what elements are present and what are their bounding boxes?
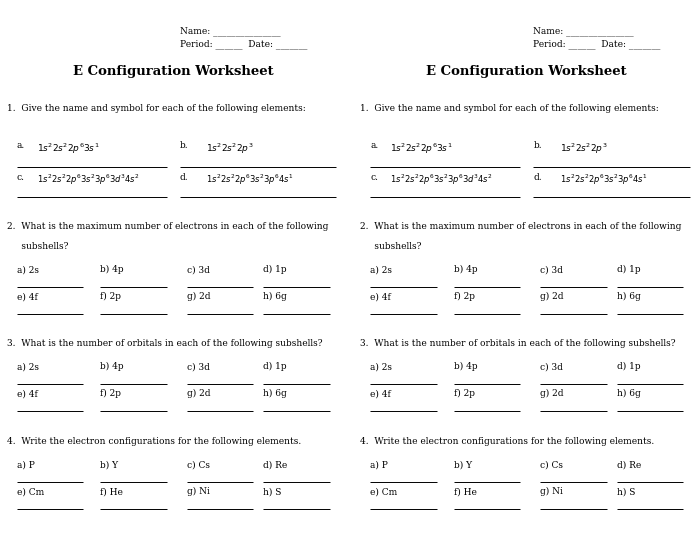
Text: a.: a. xyxy=(370,141,379,151)
Text: h) 6g: h) 6g xyxy=(617,389,641,399)
Text: b) 4p: b) 4p xyxy=(100,362,124,372)
Text: h) 6g: h) 6g xyxy=(263,389,287,399)
Text: d) Re: d) Re xyxy=(263,460,287,469)
Text: f) 2p: f) 2p xyxy=(454,389,475,399)
Text: h) 6g: h) 6g xyxy=(263,292,287,301)
Text: d) 1p: d) 1p xyxy=(263,265,287,274)
Text: $1s^22s^22p^63s^23p^63d^34s^2$: $1s^22s^22p^63s^23p^63d^34s^2$ xyxy=(37,173,140,187)
Text: b) Y: b) Y xyxy=(454,460,472,469)
Text: 2.  What is the maximum number of electrons in each of the following: 2. What is the maximum number of electro… xyxy=(7,222,328,231)
Text: a) 2s: a) 2s xyxy=(17,362,39,372)
Text: Name: _______________: Name: _______________ xyxy=(533,26,634,36)
Text: d) 1p: d) 1p xyxy=(617,362,640,372)
Text: g) Ni: g) Ni xyxy=(186,487,209,496)
Text: $1s^22s^22p^3$: $1s^22s^22p^3$ xyxy=(206,141,254,156)
Text: d.: d. xyxy=(180,173,188,181)
Text: h) S: h) S xyxy=(263,487,281,496)
Text: c) Cs: c) Cs xyxy=(540,460,563,469)
Text: $1s^22s^22p^63s^23p^64s^1$: $1s^22s^22p^63s^23p^64s^1$ xyxy=(206,173,294,187)
Text: f) 2p: f) 2p xyxy=(100,389,121,399)
Text: c.: c. xyxy=(370,173,379,181)
Text: 3.  What is the number of orbitals in each of the following subshells?: 3. What is the number of orbitals in eac… xyxy=(7,339,323,348)
Text: e) 4f: e) 4f xyxy=(370,292,391,301)
Text: $1s^22s^22p^63s^23p^64s^1$: $1s^22s^22p^63s^23p^64s^1$ xyxy=(560,173,648,187)
Text: 1.  Give the name and symbol for each of the following elements:: 1. Give the name and symbol for each of … xyxy=(360,104,659,113)
Text: g) Ni: g) Ni xyxy=(540,487,563,496)
Text: subshells?: subshells? xyxy=(360,242,422,251)
Text: a) 2s: a) 2s xyxy=(370,362,393,372)
Text: subshells?: subshells? xyxy=(7,242,69,251)
Text: c.: c. xyxy=(17,173,25,181)
Text: c) 3d: c) 3d xyxy=(540,265,563,274)
Text: Period: ______  Date: _______: Period: ______ Date: _______ xyxy=(533,39,661,49)
Text: a.: a. xyxy=(17,141,25,151)
Text: g) 2d: g) 2d xyxy=(540,389,564,399)
Text: g) 2d: g) 2d xyxy=(186,389,210,399)
Text: 1.  Give the name and symbol for each of the following elements:: 1. Give the name and symbol for each of … xyxy=(7,104,306,113)
Text: 2.  What is the maximum number of electrons in each of the following: 2. What is the maximum number of electro… xyxy=(360,222,682,231)
Text: e) Cm: e) Cm xyxy=(17,487,44,496)
Text: a) 2s: a) 2s xyxy=(17,265,39,274)
Text: b) Y: b) Y xyxy=(100,460,118,469)
Text: b.: b. xyxy=(180,141,188,151)
Text: 4.  Write the electron configurations for the following elements.: 4. Write the electron configurations for… xyxy=(7,437,301,446)
Text: c) 3d: c) 3d xyxy=(540,362,563,372)
Text: f) He: f) He xyxy=(100,487,123,496)
Text: E Configuration Worksheet: E Configuration Worksheet xyxy=(426,65,627,78)
Text: $1s^22s^22p^63s^23p^63d^34s^2$: $1s^22s^22p^63s^23p^63d^34s^2$ xyxy=(391,173,493,187)
Text: d) 1p: d) 1p xyxy=(263,362,287,372)
Text: c) Cs: c) Cs xyxy=(186,460,209,469)
Text: E Configuration Worksheet: E Configuration Worksheet xyxy=(73,65,274,78)
Text: a) P: a) P xyxy=(17,460,35,469)
Text: e) Cm: e) Cm xyxy=(370,487,398,496)
Text: $1s^22s^22p^63s^1$: $1s^22s^22p^63s^1$ xyxy=(37,141,99,156)
Text: d.: d. xyxy=(533,173,542,181)
Text: f) 2p: f) 2p xyxy=(454,292,475,301)
Text: e) 4f: e) 4f xyxy=(17,292,38,301)
Text: $1s^22s^22p^63s^1$: $1s^22s^22p^63s^1$ xyxy=(391,141,453,156)
Text: Period: ______  Date: _______: Period: ______ Date: _______ xyxy=(180,39,307,49)
Text: a) 2s: a) 2s xyxy=(370,265,393,274)
Text: e) 4f: e) 4f xyxy=(370,389,391,398)
Text: e) 4f: e) 4f xyxy=(17,389,38,398)
Text: d) 1p: d) 1p xyxy=(617,265,640,274)
Text: d) Re: d) Re xyxy=(617,460,641,469)
Text: f) 2p: f) 2p xyxy=(100,292,121,301)
Text: h) 6g: h) 6g xyxy=(617,292,641,301)
Text: $1s^22s^22p^3$: $1s^22s^22p^3$ xyxy=(560,141,608,156)
Text: b) 4p: b) 4p xyxy=(100,265,124,274)
Text: 3.  What is the number of orbitals in each of the following subshells?: 3. What is the number of orbitals in eac… xyxy=(360,339,676,348)
Text: a) P: a) P xyxy=(370,460,388,469)
Text: h) S: h) S xyxy=(617,487,635,496)
Text: b) 4p: b) 4p xyxy=(454,265,477,274)
Text: 4.  Write the electron configurations for the following elements.: 4. Write the electron configurations for… xyxy=(360,437,654,446)
Text: f) He: f) He xyxy=(454,487,477,496)
Text: g) 2d: g) 2d xyxy=(540,292,564,301)
Text: c) 3d: c) 3d xyxy=(186,362,209,372)
Text: b.: b. xyxy=(533,141,542,151)
Text: g) 2d: g) 2d xyxy=(186,292,210,301)
Text: Name: _______________: Name: _______________ xyxy=(180,26,281,36)
Text: c) 3d: c) 3d xyxy=(186,265,209,274)
Text: b) 4p: b) 4p xyxy=(454,362,477,372)
